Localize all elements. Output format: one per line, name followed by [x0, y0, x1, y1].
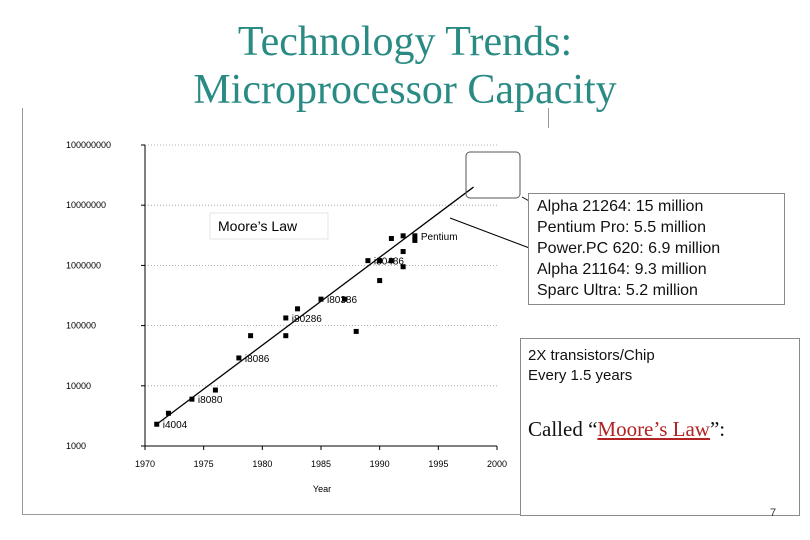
called-prefix: Called “ — [528, 417, 598, 441]
point-label: i8080 — [198, 395, 223, 406]
data-point — [353, 328, 359, 334]
point-label: i8086 — [245, 354, 270, 365]
spec-sparc-ultra: Sparc Ultra: 5.2 million — [537, 282, 698, 299]
moores-law-annotation: Moore’s Law — [218, 218, 298, 234]
frame-bottom-border — [22, 514, 548, 515]
data-point — [412, 233, 418, 239]
y-tick-label: 10000000 — [66, 200, 106, 210]
called-suffix: ”: — [709, 417, 726, 441]
point-label: i80286 — [292, 314, 322, 325]
y-tick-label: 100000 — [66, 321, 96, 331]
x-tick-label: 1990 — [370, 459, 390, 469]
every-years-text: Every 1.5 years — [528, 367, 633, 384]
chart-points: i4004i8080i8086i80286i80386i80486Pentium — [154, 232, 458, 431]
spec-alpha-21164: Alpha 21164: 9.3 million — [537, 261, 707, 278]
data-point — [283, 333, 289, 339]
chart-axes — [141, 144, 498, 450]
called-moores-law-text: Called “Moore’s Law”: — [528, 417, 725, 442]
y-tick-label: 1000000 — [66, 260, 101, 270]
x-tick-label: 1980 — [252, 459, 272, 469]
x-axis-label: Year — [313, 484, 331, 494]
processor-specs-box: Alpha 21264: 15 million Pentium Pro: 5.5… — [528, 193, 785, 305]
data-point — [154, 421, 160, 427]
data-point — [165, 410, 171, 416]
spec-pentium-pro: Pentium Pro: 5.5 million — [537, 219, 706, 236]
data-point — [283, 315, 289, 321]
frame-left-border — [22, 108, 23, 514]
title-line-1: Technology Trends: — [237, 19, 573, 65]
data-point — [400, 264, 406, 270]
data-point — [377, 278, 383, 284]
transistors-doubling-text: 2X transistors/Chip — [528, 347, 655, 364]
point-label: i4004 — [163, 420, 188, 431]
data-point — [236, 355, 242, 361]
y-tick-label: 100000000 — [66, 140, 111, 150]
title-line-2: Microprocessor Capacity — [193, 67, 617, 113]
x-tick-label: 2000 — [487, 459, 507, 469]
data-point — [189, 396, 195, 402]
spec-alpha-21264: Alpha 21264: 15 million — [537, 198, 704, 215]
data-point — [341, 296, 347, 302]
moores-law-label-box — [209, 212, 329, 240]
x-tick-label: 1970 — [135, 459, 155, 469]
data-point — [377, 258, 383, 264]
data-point — [388, 235, 394, 241]
highlight-region — [465, 151, 521, 199]
data-point — [400, 249, 406, 255]
moores-law-box: 2X transistors/Chip Every 1.5 years Call… — [520, 338, 800, 516]
data-point — [212, 387, 218, 393]
frame-right-border — [548, 108, 549, 128]
x-tick-label: 1975 — [194, 459, 214, 469]
trend-line — [156, 186, 474, 425]
page-number: 7 — [770, 507, 777, 519]
x-tick-label: 1985 — [311, 459, 331, 469]
data-point — [318, 296, 324, 302]
moores-law-link[interactable]: Moore’s Law — [597, 417, 710, 441]
data-point — [400, 233, 406, 239]
data-point — [248, 333, 254, 339]
y-tick-label: 1000 — [66, 441, 86, 451]
y-tick-label: 10000 — [66, 381, 91, 391]
data-point — [388, 258, 394, 264]
x-tick-label: 1995 — [428, 459, 448, 469]
data-point — [365, 258, 371, 264]
data-point — [295, 306, 301, 312]
point-label: Pentium — [421, 232, 458, 243]
spec-powerpc-620: Power.PC 620: 6.9 million — [537, 240, 721, 257]
data-point — [412, 237, 418, 243]
callout-pointer-2 — [449, 217, 541, 253]
chart-tick-labels: 1000 10000 100000 1000000 10000000 100000000 1… — [66, 140, 507, 469]
